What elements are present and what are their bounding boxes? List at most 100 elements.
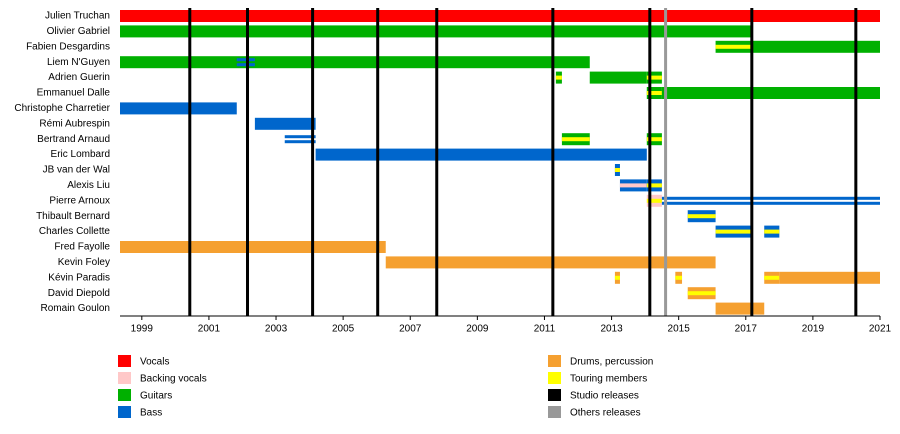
member-bar <box>614 164 620 176</box>
bar-part <box>120 56 590 69</box>
bar-part <box>236 63 255 67</box>
bar-part <box>661 87 880 99</box>
x-tick-label: 2013 <box>600 324 623 335</box>
member-bar <box>661 87 880 99</box>
member-bar <box>236 58 255 67</box>
member-label: Liem N'Guyen <box>47 57 110 68</box>
bar-part <box>589 71 647 84</box>
bar-part <box>675 275 683 280</box>
legend-swatch <box>548 372 561 384</box>
x-tick-label: 2021 <box>869 324 892 335</box>
legend-label: Bass <box>140 408 162 419</box>
bar-part <box>254 117 316 130</box>
legend-swatch <box>548 389 561 401</box>
bar-part <box>646 75 662 80</box>
bar-part <box>646 198 662 203</box>
legend-swatch <box>118 389 131 401</box>
member-bar <box>385 256 716 269</box>
bar-part <box>646 137 662 142</box>
member-label: JB van der Wal <box>43 165 110 176</box>
member-bar <box>120 241 386 253</box>
bar-part <box>315 148 647 161</box>
bar-part <box>284 135 316 139</box>
bar-part <box>764 229 780 234</box>
x-tick-label: 2015 <box>668 324 691 335</box>
bar-part <box>284 140 316 144</box>
legend-swatch <box>118 406 131 418</box>
x-tick-label: 2017 <box>735 324 758 335</box>
member-label: Emmanuel Dalle <box>37 88 111 99</box>
x-tick-label: 2001 <box>198 324 221 335</box>
member-bar <box>715 225 753 238</box>
legend-label: Others releases <box>570 408 641 419</box>
legend-label: Vocals <box>140 357 169 368</box>
legend-label: Guitars <box>140 391 172 402</box>
member-label: Kévin Paradis <box>48 272 110 283</box>
member-label: Bertrand Arnaud <box>37 134 110 145</box>
member-label: Alexis Liu <box>67 180 110 191</box>
bar-part <box>661 196 880 200</box>
legend-swatch <box>118 355 131 367</box>
bar-part <box>661 201 880 205</box>
member-bar <box>687 287 716 300</box>
legend-swatch <box>118 372 131 384</box>
member-label: Fabien Desgardins <box>26 41 110 52</box>
member-bar <box>675 271 683 284</box>
member-label: Pierre Arnoux <box>49 195 110 206</box>
member-label: Fred Fayolle <box>54 242 110 253</box>
member-bar <box>715 302 765 315</box>
member-bar <box>589 71 647 84</box>
bar-part <box>687 291 716 296</box>
bar-part <box>614 168 620 172</box>
member-label: Adrien Guerin <box>48 72 110 83</box>
bar-part <box>779 271 880 284</box>
bar-part <box>561 137 590 142</box>
bar-part <box>646 91 662 95</box>
member-bar <box>555 71 562 84</box>
member-label: Charles Collette <box>39 226 111 237</box>
member-label: Julien Truchan <box>45 11 110 22</box>
bar-part <box>646 183 662 188</box>
member-label: Rémi Aubrespin <box>39 118 110 129</box>
member-bar <box>315 148 647 161</box>
legend-label: Touring members <box>570 374 647 385</box>
x-tick-label: 2009 <box>466 324 489 335</box>
member-label: Christophe Charretier <box>14 103 110 114</box>
x-tick-label: 2007 <box>399 324 422 335</box>
member-bar <box>752 40 880 53</box>
member-bar <box>614 271 620 284</box>
member-bar <box>687 210 716 223</box>
bar-part <box>555 75 562 80</box>
legend-label: Drums, percussion <box>570 357 653 368</box>
bar-part <box>715 302 765 315</box>
bar-part <box>752 40 880 53</box>
bar-part <box>236 58 255 62</box>
member-label: David Diepold <box>48 288 110 299</box>
bar-part <box>120 241 386 253</box>
member-bar <box>779 271 880 284</box>
bar-part <box>764 275 780 280</box>
bar-part <box>619 183 647 188</box>
member-bar <box>120 56 590 69</box>
member-label: Eric Lombard <box>51 149 110 160</box>
x-tick-label: 2005 <box>332 324 355 335</box>
member-bar <box>120 102 237 115</box>
x-tick-label: 2011 <box>534 324 556 335</box>
member-bar <box>254 117 316 130</box>
legend-label: Studio releases <box>570 391 639 402</box>
member-bar <box>715 40 753 53</box>
x-tick-label: 2019 <box>802 324 825 335</box>
member-label: Kevin Foley <box>58 257 110 268</box>
member-bar <box>284 135 316 144</box>
member-bar <box>120 10 880 22</box>
member-bar <box>661 196 880 205</box>
member-bar <box>764 225 780 238</box>
legend-swatch <box>548 406 561 418</box>
x-tick-label: 2003 <box>265 324 288 335</box>
member-bar <box>764 271 780 284</box>
member-bar <box>561 133 590 146</box>
bar-part <box>120 102 237 115</box>
bar-part <box>120 10 880 22</box>
